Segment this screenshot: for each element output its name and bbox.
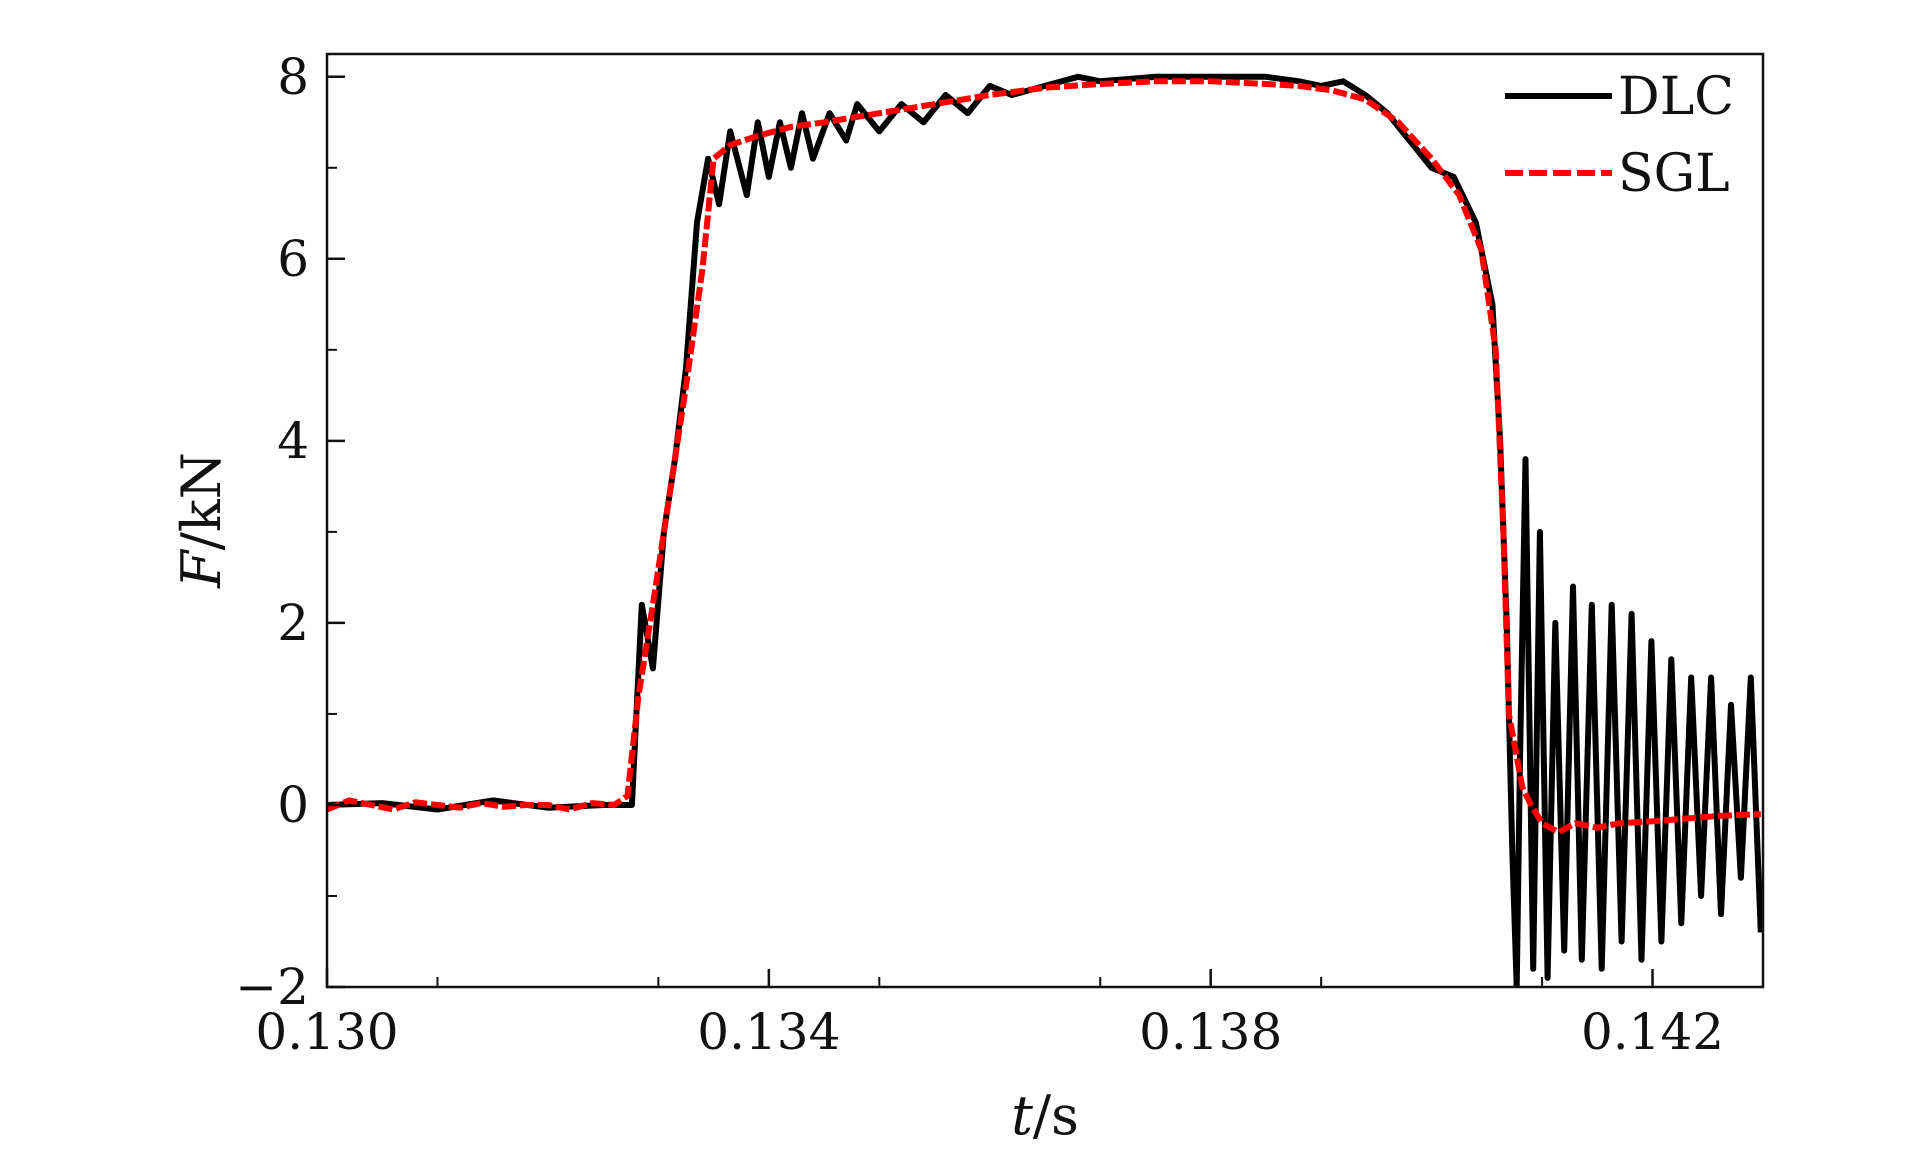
y-axis-label-var: F: [170, 548, 233, 589]
y-tick-label: −2: [235, 958, 309, 1016]
x-tick-label: 0.138: [1139, 1003, 1282, 1061]
ticks-layer: 0.130 0.134 0.138 0.142 −2 0 2 4 6 8: [235, 48, 1724, 1061]
legend: DLC SGL: [1505, 67, 1734, 204]
legend-label-dlc: DLC: [1618, 67, 1734, 127]
x-axis-label-unit: /s: [1033, 1084, 1079, 1147]
x-axis-label-var: t: [1011, 1084, 1033, 1147]
y-tick-label: 4: [277, 412, 309, 470]
x-tick-label: 0.142: [1581, 1003, 1724, 1061]
y-axis-label: F/kN: [170, 452, 233, 589]
svg-text:F/kN: F/kN: [170, 452, 233, 589]
series-line-dlc: [327, 73, 1763, 987]
x-tick-label: 0.134: [697, 1003, 840, 1061]
plot-frame: [325, 52, 1765, 989]
x-tick-label: 0.130: [255, 1003, 398, 1061]
svg-text:t/s: t/s: [1011, 1084, 1079, 1147]
y-tick-label: 6: [277, 230, 309, 288]
y-tick-label: 2: [277, 594, 309, 652]
y-tick-label: 8: [277, 48, 309, 106]
y-tick-label: 0: [277, 776, 309, 834]
y-axis-label-unit: /kN: [170, 452, 233, 550]
series-layer: [327, 73, 1763, 987]
legend-label-sgl: SGL: [1618, 144, 1730, 204]
x-axis-label: t/s: [1011, 1084, 1079, 1147]
series-line-sgl: [327, 78, 1761, 836]
